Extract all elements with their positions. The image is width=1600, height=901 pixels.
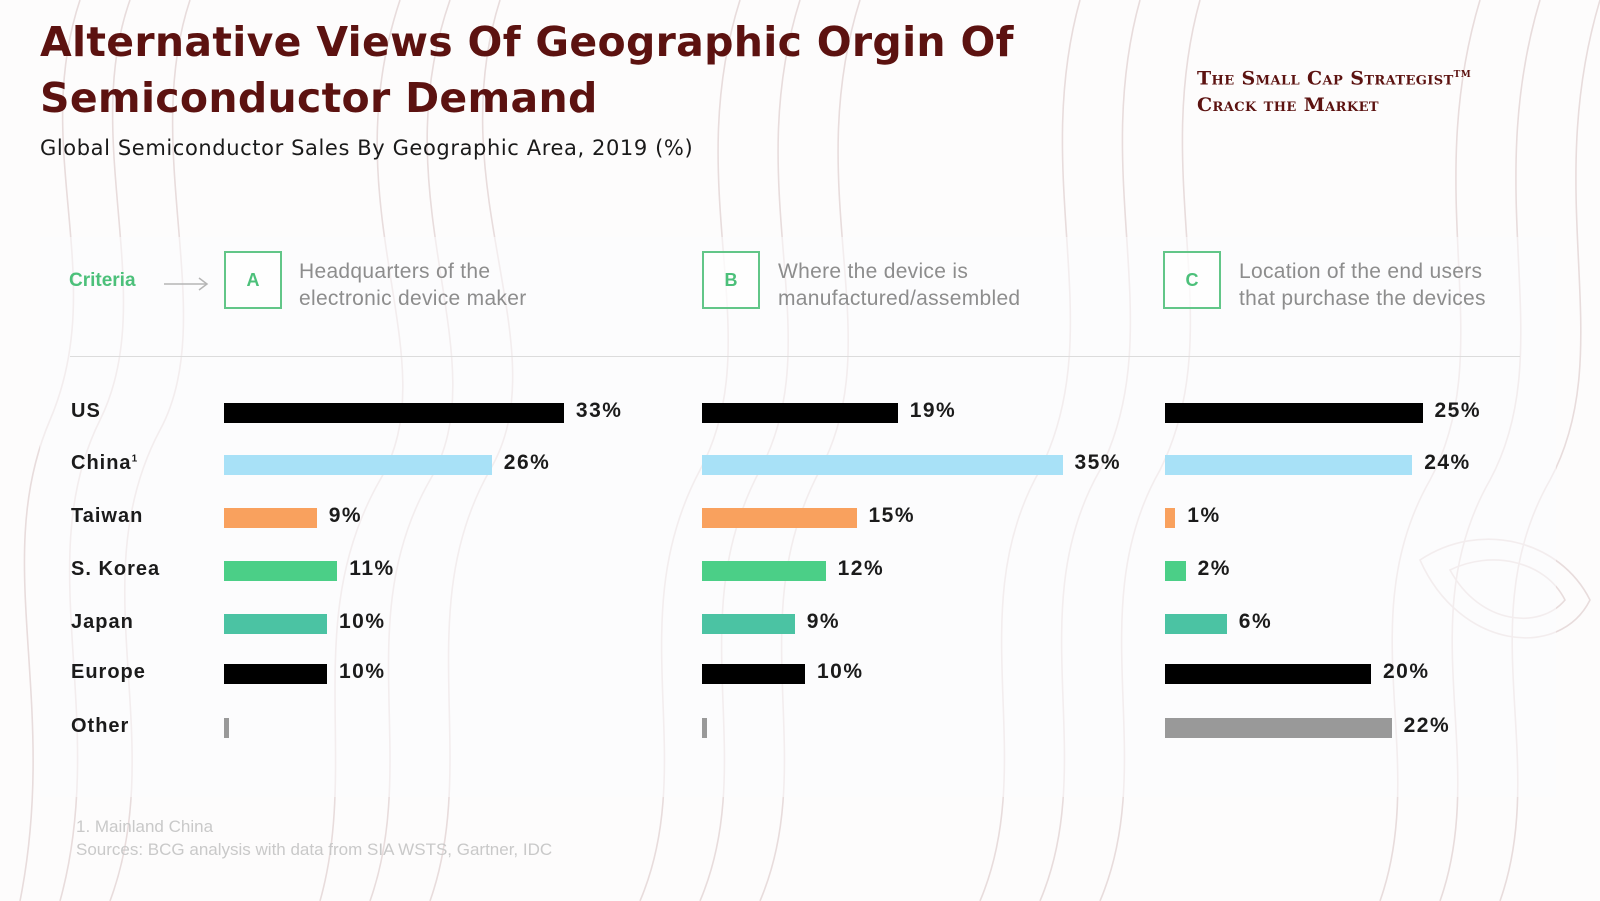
criterion-text-b: Where the device is manufactured/assembl… [778, 260, 1021, 310]
value-label-a-europe: 10% [339, 660, 386, 683]
value-label-c-s-korea: 2% [1197, 557, 1231, 580]
criterion-box-c: C [1163, 251, 1221, 309]
criterion-text-a: Headquarters of the electronic device ma… [299, 260, 527, 310]
brand-line1: The Small Cap StrategistTM [1197, 67, 1472, 90]
row-label-china: China1 [71, 452, 139, 474]
bar-a-other [224, 718, 230, 738]
row-label-us: US [71, 400, 101, 422]
chart-subtitle: Global Semiconductor Sales By Geographic… [40, 136, 694, 160]
value-label-c-china: 24% [1424, 451, 1471, 474]
bar-b-s-korea [702, 561, 826, 581]
brand-line2: Crack the Market [1197, 94, 1379, 117]
bar-b-china [702, 455, 1063, 475]
row-label-europe: Europe [71, 661, 146, 683]
brand-logo: The Small Cap StrategistTM Crack the Mar… [1197, 62, 1471, 119]
row-label-s-korea: S. Korea [71, 558, 161, 580]
bar-b-japan [702, 614, 795, 634]
bar-c-other [1165, 718, 1392, 738]
row-label-other: Other [71, 715, 130, 737]
value-label-b-s-korea: 12% [837, 557, 885, 580]
value-label-b-us: 19% [909, 399, 957, 422]
criterion-text-c: Location of the end users that purchase … [1239, 260, 1486, 310]
value-label-c-other: 22% [1403, 714, 1451, 737]
value-label-b-taiwan: 15% [868, 504, 916, 527]
value-label-a-china: 26% [503, 451, 551, 474]
value-label-c-taiwan: 1% [1187, 504, 1221, 527]
bar-b-us [702, 403, 898, 423]
value-label-a-taiwan: 9% [328, 504, 363, 527]
chart-title-line1: Alternative Views Of Geographic Orgin Of [40, 18, 1014, 66]
bar-a-us [224, 403, 564, 423]
bar-c-us [1165, 403, 1423, 423]
value-label-a-us: 33% [575, 399, 623, 422]
bar-a-europe [224, 664, 327, 684]
bar-c-s-korea [1165, 561, 1186, 581]
chart-title: Alternative Views Of Geographic Orgin Of… [40, 14, 1014, 126]
criteria-label: Criteria [69, 270, 136, 291]
value-label-b-europe: 10% [817, 660, 864, 683]
criterion-box-a: A [224, 251, 282, 309]
bar-b-other [702, 718, 708, 738]
bar-a-taiwan [224, 508, 317, 528]
bar-b-europe [702, 664, 805, 684]
bar-b-taiwan [702, 508, 857, 528]
sources-text: Sources: BCG analysis with data from SIA… [76, 840, 553, 859]
value-label-c-europe: 20% [1383, 660, 1430, 683]
divider [70, 356, 1520, 357]
bar-c-taiwan [1165, 508, 1176, 528]
bar-a-japan [224, 614, 327, 634]
bar-c-europe [1165, 664, 1371, 684]
bar-a-s-korea [224, 561, 338, 581]
row-label-japan: Japan [71, 611, 134, 633]
row-label-taiwan: Taiwan [71, 505, 144, 527]
value-label-c-us: 25% [1434, 399, 1482, 422]
value-label-c-japan: 6% [1238, 610, 1273, 633]
arrow-right-icon [164, 277, 209, 291]
value-label-a-s-korea: 11% [349, 557, 395, 580]
bar-c-china [1165, 455, 1413, 475]
value-label-b-china: 35% [1074, 451, 1122, 474]
bar-c-japan [1165, 614, 1227, 634]
value-label-b-japan: 9% [806, 610, 841, 633]
footnotes: 1. Mainland China Sources: BCG analysis … [76, 815, 552, 861]
footnote-text: 1. Mainland China [76, 817, 214, 836]
bar-a-china [224, 455, 492, 475]
chart-title-line2: Semiconductor Demand [40, 74, 598, 122]
criterion-box-b: B [702, 251, 760, 309]
value-label-a-japan: 10% [339, 610, 386, 633]
